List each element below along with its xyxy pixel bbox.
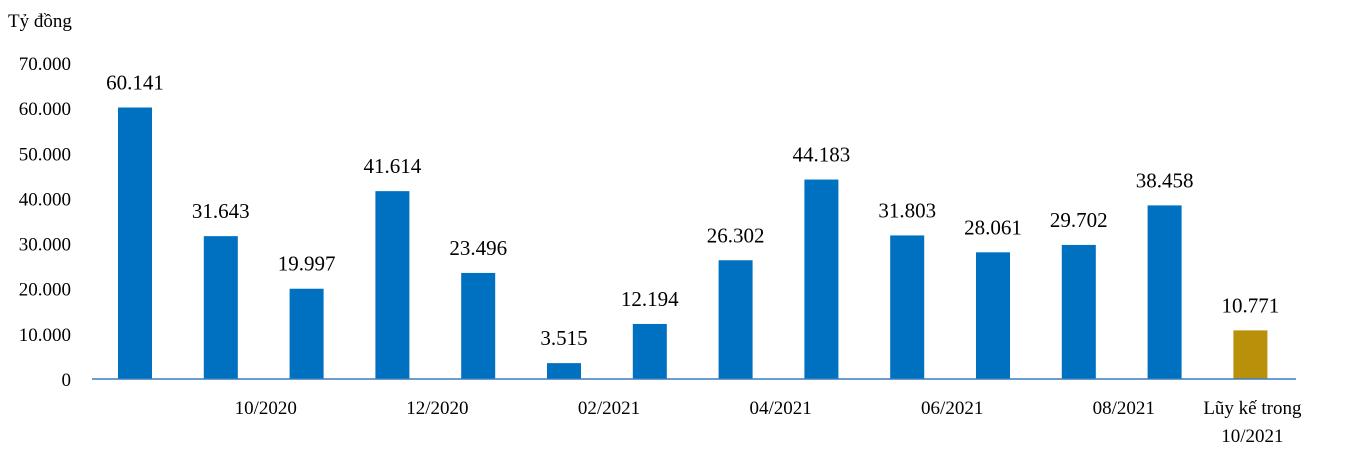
x-tick-label: 06/2021: [921, 398, 983, 419]
data-label: 38.458: [1136, 168, 1194, 192]
bar: [547, 363, 581, 379]
x-axis-labels: 10/2020 12/2020 02/2021 04/2021 06/2021 08/20…: [235, 398, 1302, 447]
data-label: 60.141: [106, 71, 164, 95]
y-tick-label: 40.000: [19, 189, 71, 210]
data-label: 23.496: [449, 236, 507, 260]
data-label: 19.997: [278, 252, 336, 276]
bar: [118, 107, 152, 379]
x-tick-label: 10/2020: [235, 398, 297, 419]
x-tick-label: 12/2020: [406, 398, 468, 419]
data-label: 3.515: [540, 326, 587, 350]
y-tick-label: 10.000: [19, 325, 71, 346]
y-tick-label: 70.000: [19, 54, 71, 75]
y-axis-unit-label: Tỷ đồng: [8, 11, 72, 32]
bar: [375, 191, 410, 379]
data-label: 44.183: [793, 143, 851, 167]
data-label: 28.061: [964, 215, 1022, 239]
y-tick-label: 30.000: [19, 235, 71, 256]
data-label: 41.614: [364, 154, 422, 178]
y-axis-ticks: 0 10.000 20.000 30.000 40.000 50.000 60.000 70.…: [19, 54, 71, 391]
y-tick-label: 50.000: [19, 144, 71, 165]
data-label: 10.771: [1222, 293, 1280, 317]
bar: [289, 288, 324, 379]
bar: [632, 323, 667, 379]
x-tick-label: 08/2021: [1093, 398, 1155, 419]
bar: [890, 235, 925, 379]
bar: [1061, 244, 1096, 379]
data-label: 31.643: [192, 199, 250, 223]
y-tick-label: 60.000: [19, 99, 71, 120]
x-tick-label: Lũy kế trong 10/2021: [1203, 398, 1302, 447]
data-label: 12.194: [621, 287, 679, 311]
bar: [976, 252, 1010, 379]
x-tick-label: 04/2021: [749, 398, 811, 419]
bar: [804, 179, 839, 379]
bars: [118, 107, 1268, 379]
bar: [461, 272, 496, 379]
bar: [718, 260, 753, 379]
bar: [1233, 330, 1268, 379]
y-tick-label: 20.000: [19, 280, 71, 301]
bar: [1147, 205, 1182, 379]
data-labels: 60.141 31.643 19.997 41.614 23.496 3.515 12.19…: [106, 71, 1279, 351]
y-tick-label: 0: [62, 370, 72, 391]
data-label: 31.803: [878, 198, 936, 222]
x-tick-label: 02/2021: [578, 398, 640, 419]
data-label: 26.302: [707, 223, 765, 247]
bar: [203, 236, 238, 379]
data-label: 29.702: [1050, 208, 1108, 232]
